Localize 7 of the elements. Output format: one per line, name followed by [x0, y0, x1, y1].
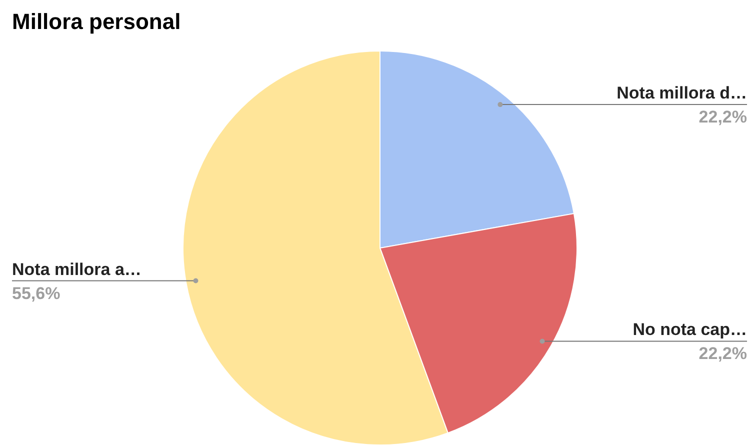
data-label: 22,2% [698, 344, 747, 364]
data-label: 55,6% [12, 284, 60, 303]
slice-label: No nota cap… [632, 320, 747, 340]
chart-title: Millora personal [12, 9, 181, 34]
slice-label: Nota millora a… [12, 260, 142, 279]
slice-label: Nota millora d… [616, 84, 747, 103]
data-label: 22,2% [698, 108, 747, 127]
